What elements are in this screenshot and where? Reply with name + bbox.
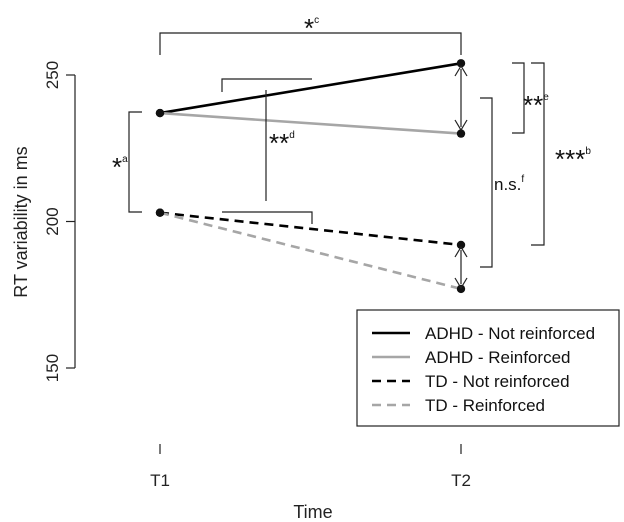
point-td-not-reinforced-t2 xyxy=(456,240,466,250)
series-line-td-not-reinforced xyxy=(159,211,462,247)
legend-label-adhd-reinforced: ADHD - Reinforced xyxy=(425,348,571,367)
bracket-f xyxy=(480,97,493,268)
arrow-td-t2-head-top xyxy=(454,245,468,258)
arrow-adhd-t2-head-bottom xyxy=(454,119,468,132)
bracket-b xyxy=(531,62,545,246)
significance-labels: *c *a **d **e n.s.f ***b xyxy=(112,13,591,194)
sig-label-c: *c xyxy=(304,13,319,43)
y-tick-label-150: 150 xyxy=(43,354,62,382)
x-tick-label-t2: T2 xyxy=(451,471,471,490)
point-adhd-reinforced-t2 xyxy=(456,129,466,138)
axes: T1 T2 Time RT variability in ms 150 200 25… xyxy=(11,61,471,522)
y-tick-label-200: 200 xyxy=(43,207,62,235)
arrow-adhd-t2-head-top xyxy=(454,64,468,77)
point-adhd-reinforced-t1 xyxy=(155,108,165,118)
legend-box xyxy=(356,309,620,427)
legend: ADHD - Not reinforced ADHD - Reinforced TD… xyxy=(356,309,620,427)
bracket-d-bottom xyxy=(222,211,313,224)
sig-label-b: ***b xyxy=(555,144,591,174)
series-layer xyxy=(155,59,466,294)
y-ticks: 150 200 250 xyxy=(43,61,75,382)
x-axis-title: Time xyxy=(293,502,332,522)
legend-label-td-reinforced: TD - Reinforced xyxy=(425,396,545,415)
point-td-reinforced-t1 xyxy=(155,208,165,217)
sig-label-f: n.s.f xyxy=(494,174,524,194)
sig-label-d: **d xyxy=(269,128,295,158)
x-tick-label-t1: T1 xyxy=(150,471,170,490)
sig-label-e: **e xyxy=(523,90,549,120)
y-axis-title: RT variability in ms xyxy=(11,146,31,297)
point-adhd-not-reinforced-t2 xyxy=(456,59,466,68)
arrow-td-t2-head-bottom xyxy=(454,277,468,290)
legend-label-td-not-reinforced: TD - Not reinforced xyxy=(425,372,570,391)
legend-items: ADHD - Not reinforced ADHD - Reinforced TD… xyxy=(372,324,595,415)
series-line-td-reinforced xyxy=(159,211,462,291)
series-line-adhd-reinforced xyxy=(159,111,462,135)
sig-label-a: *a xyxy=(112,152,128,182)
bracket-a xyxy=(128,111,142,213)
y-tick-label-250: 250 xyxy=(43,61,62,89)
significance-annotations xyxy=(128,32,545,290)
series-line-adhd-not-reinforced xyxy=(159,61,462,115)
bracket-d-top xyxy=(221,78,312,92)
bracket-c xyxy=(159,32,462,55)
bracket-e xyxy=(512,62,525,134)
legend-label-adhd-not-reinforced: ADHD - Not reinforced xyxy=(425,324,595,343)
